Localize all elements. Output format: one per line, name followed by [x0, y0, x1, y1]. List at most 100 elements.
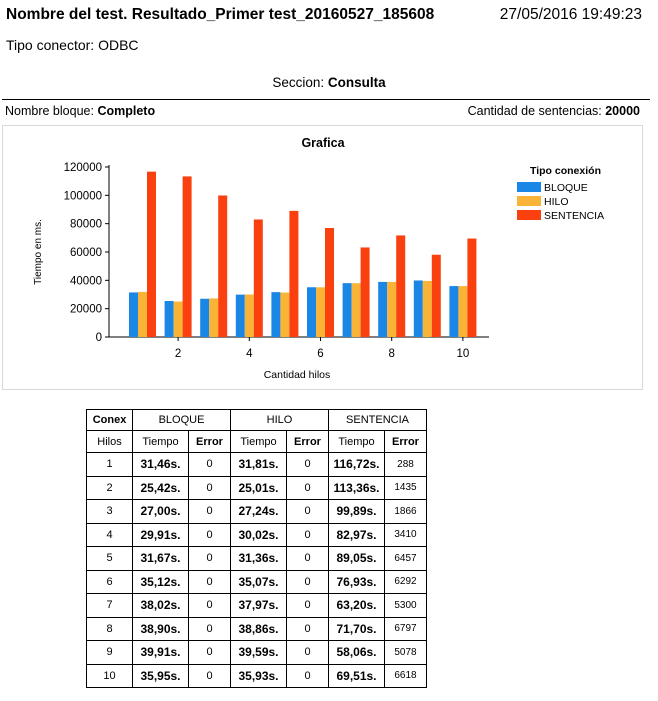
error-cell: 288: [384, 452, 427, 477]
chart-panel: Grafica 0 20000 40000 60000 80000 100000 120000…: [2, 125, 643, 390]
error-cell: 0: [188, 499, 231, 524]
tiempo-cell: 39,91s.: [132, 640, 189, 665]
error-cell: 1866: [384, 499, 427, 524]
error-cell: 6292: [384, 569, 427, 594]
y-tick-label: 80000: [70, 219, 102, 231]
bar-sentencia: [253, 219, 263, 337]
sentence-count-value: 20000: [605, 104, 640, 118]
hilos-cell: 3: [86, 499, 133, 524]
subheader-error: Error: [286, 430, 329, 453]
bar-bloque: [271, 292, 281, 337]
error-cell: 0: [286, 616, 329, 641]
error-cell: 0: [286, 499, 329, 524]
tiempo-cell: 38,86s.: [230, 616, 287, 641]
tiempo-cell: 35,95s.: [132, 663, 189, 688]
section-label: Seccion:: [272, 75, 325, 90]
x-tick-label: 6: [317, 348, 323, 360]
bar-hilo: [422, 280, 432, 337]
y-axis-label: Tiempo en ms.: [33, 219, 44, 285]
block-name-value: Completo: [97, 104, 156, 118]
error-cell: 5300: [384, 593, 427, 618]
tiempo-cell: 76,93s.: [328, 569, 385, 594]
error-cell: 0: [286, 475, 329, 500]
legend-label-bloque: BLOQUE: [544, 182, 588, 194]
subheader-tiempo: Tiempo: [328, 430, 385, 453]
y-tick-label: 40000: [70, 275, 102, 287]
y-tick-label: 100000: [64, 190, 102, 202]
tiempo-cell: 27,24s.: [230, 499, 287, 524]
bar-hilo: [351, 283, 361, 337]
tiempo-cell: 31,46s.: [132, 452, 189, 477]
chart-title: Grafica: [301, 136, 345, 150]
table-row: 10 35,95s. 0 35,93s. 0 69,51s. 6618: [86, 663, 427, 688]
tiempo-cell: 89,05s.: [328, 546, 385, 571]
bar-bloque: [342, 283, 352, 337]
sentence-count: Cantidad de sentencias: 20000: [468, 104, 640, 118]
subheader-tiempo: Tiempo: [132, 430, 189, 453]
y-tick-label: 60000: [70, 247, 102, 259]
tiempo-cell: 31,36s.: [230, 546, 287, 571]
x-tick-label: 4: [246, 348, 253, 360]
table-row: 1 31,46s. 0 31,81s. 0 116,72s. 288: [86, 452, 427, 477]
tiempo-cell: 63,20s.: [328, 593, 385, 618]
error-cell: 3410: [384, 522, 427, 547]
error-cell: 6797: [384, 616, 427, 641]
hilos-cell: 1: [86, 452, 133, 477]
tiempo-cell: 38,02s.: [132, 593, 189, 618]
error-cell: 0: [188, 475, 231, 500]
tiempo-cell: 35,12s.: [132, 569, 189, 594]
error-cell: 0: [188, 593, 231, 618]
tiempo-cell: 35,93s.: [230, 663, 287, 688]
tiempo-cell: 38,90s.: [132, 616, 189, 641]
x-tick-label: 10: [457, 348, 470, 360]
error-cell: 0: [188, 569, 231, 594]
bar-hilo: [173, 301, 183, 337]
legend-title: Tipo conexión: [530, 165, 601, 177]
bar-bloque: [129, 292, 138, 337]
table-row: 3 27,00s. 0 27,24s. 0 99,89s. 1866: [86, 499, 427, 524]
tiempo-cell: 29,91s.: [132, 522, 189, 547]
section-value: Consulta: [327, 75, 386, 90]
error-cell: 0: [188, 522, 231, 547]
table-row: 8 38,90s. 0 38,86s. 0 71,70s. 6797: [86, 616, 427, 641]
bar-bloque: [413, 280, 423, 337]
tiempo-cell: 82,97s.: [328, 522, 385, 547]
tiempo-cell: 35,07s.: [230, 569, 287, 594]
error-cell: 0: [286, 522, 329, 547]
bar-sentencia: [182, 176, 192, 337]
error-cell: 0: [286, 546, 329, 571]
bar-sentencia: [396, 235, 406, 337]
bar-hilo: [458, 286, 468, 337]
table-row: 6 35,12s. 0 35,07s. 0 76,93s. 6292: [86, 569, 427, 594]
x-tick-label: 8: [388, 348, 394, 360]
hilos-cell: 5: [86, 546, 133, 571]
bar-hilo: [316, 287, 325, 337]
table-row: 9 39,91s. 0 39,59s. 0 58,06s. 5078: [86, 640, 427, 665]
x-tick-label: 2: [175, 348, 181, 360]
section-divider: [2, 99, 650, 100]
sentence-count-label: Cantidad de sentencias:: [467, 104, 602, 118]
legend-label-sentencia: SENTENCIA: [544, 210, 604, 222]
block-name-label: Nombre bloque:: [5, 104, 94, 118]
bar-sentencia: [289, 210, 299, 337]
bar-hilo: [244, 294, 254, 337]
bar-hilo: [280, 292, 290, 337]
legend-swatch-hilo: [517, 196, 541, 206]
table-row: 5 31,67s. 0 31,36s. 0 89,05s. 6457: [86, 546, 427, 571]
hilos-cell: 7: [86, 593, 133, 618]
error-cell: 6618: [384, 663, 427, 688]
tiempo-cell: 58,06s.: [328, 640, 385, 665]
error-cell: 0: [188, 616, 231, 641]
hilos-cell: 4: [86, 522, 133, 547]
tiempo-cell: 39,59s.: [230, 640, 287, 665]
tiempo-cell: 31,67s.: [132, 546, 189, 571]
bar-bloque: [235, 294, 245, 337]
error-cell: 0: [286, 663, 329, 688]
subheader-error: Error: [384, 430, 427, 453]
table-row: 4 29,91s. 0 30,02s. 0 82,97s. 3410: [86, 522, 427, 547]
tiempo-cell: 25,42s.: [132, 475, 189, 500]
hilos-cell: 10: [86, 663, 133, 688]
bar-hilo: [209, 298, 219, 337]
x-axis-label: Cantidad hilos: [264, 369, 331, 381]
section-heading: Seccion: Consulta: [0, 75, 658, 90]
